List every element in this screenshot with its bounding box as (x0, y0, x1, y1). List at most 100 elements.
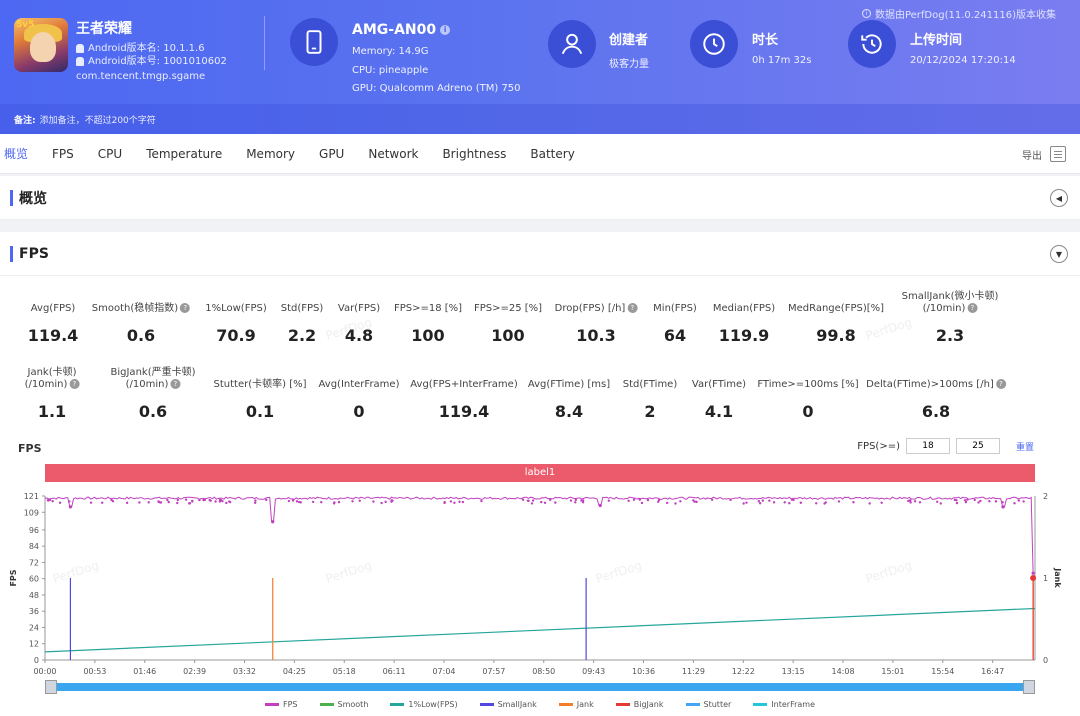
metric-label-text: MedRange(FPS)[%] (787, 303, 885, 314)
info-icon: i (861, 9, 871, 18)
legend-item[interactable]: Jank (558, 697, 594, 711)
tab-battery[interactable]: Battery (530, 146, 575, 161)
tab-gpu[interactable]: GPU (319, 146, 345, 161)
tab-network[interactable]: Network (368, 146, 419, 161)
fps-point (51, 500, 54, 503)
fps-point (358, 499, 361, 502)
legend-label: FPS (283, 699, 298, 709)
metric-value: 99.8 (816, 326, 856, 345)
range-handle-left[interactable] (45, 680, 57, 694)
legend-item[interactable]: 1%Low(FPS) (390, 697, 458, 711)
fps-point (1022, 500, 1025, 503)
time-range-scrollbar[interactable] (45, 683, 1035, 691)
duration-title: 时长 (752, 33, 779, 48)
help-icon[interactable]: ? (69, 379, 80, 389)
fps-dip-point (68, 505, 73, 509)
y2-tick-label: 2 (1043, 492, 1048, 501)
metric-metrics_row1-4: Var(FPS) 4.8 (338, 303, 380, 345)
x-tick-label: 02:39 (183, 667, 206, 676)
collapse-down-icon[interactable]: ▼ (1050, 245, 1068, 263)
series-1pct-low-line (44, 607, 1036, 653)
metric-label: Smooth(稳帧指数)? (92, 303, 191, 315)
fps-point (295, 500, 299, 503)
y-tick-label: 109 (24, 508, 39, 517)
fps-point (581, 501, 585, 504)
x-tick-label: 13:15 (782, 667, 805, 676)
source-note-text: 数据由PerfDog(11.0.241116)版本收集 (874, 10, 1056, 21)
legend-item[interactable]: FPS (265, 697, 298, 711)
tab-overview[interactable]: 概览 (4, 146, 29, 161)
creator-value: 极客力量 (609, 59, 649, 70)
threshold-input-2[interactable] (955, 438, 1000, 454)
tab-memory[interactable]: Memory (246, 146, 296, 161)
duration-value: 0h 17m 32s (752, 55, 812, 66)
x-tick-label: 14:08 (831, 667, 854, 676)
metric-label: Min(FPS) (653, 303, 697, 315)
x-tick-label: 01:46 (133, 667, 156, 676)
legend-item[interactable]: InterFrame (753, 697, 815, 711)
fps-point (666, 501, 669, 505)
collapse-left-icon[interactable]: ◀ (1050, 189, 1068, 207)
fps-point (988, 499, 991, 503)
fps-point (638, 498, 641, 501)
x-tick-label: 12:22 (732, 667, 755, 676)
device-info-icon[interactable]: i (440, 25, 451, 35)
legend-item[interactable]: Smooth (319, 697, 368, 711)
tab-fps[interactable]: FPS (52, 146, 74, 161)
section-accent (10, 245, 13, 262)
fps-point (372, 500, 375, 503)
tab-temperature[interactable]: Temperature (146, 146, 223, 161)
fps-point (815, 502, 818, 505)
metric-value: 2 (644, 402, 656, 421)
fps-point (955, 501, 959, 505)
legend-item[interactable]: BigJank (615, 697, 664, 711)
fps-point (973, 498, 976, 502)
threshold-input-1[interactable] (905, 438, 950, 454)
fps-point (783, 501, 786, 504)
fps-point (757, 499, 761, 503)
fps-point (964, 500, 968, 504)
overview-section-header: 概览 ◀ (0, 176, 1080, 220)
metric-value: 119.9 (718, 326, 770, 345)
metric-metrics_row1-6: FPS>=25 [%] 100 (474, 303, 542, 345)
tab-brightness[interactable]: Brightness (442, 146, 507, 161)
help-icon[interactable]: ? (995, 379, 1006, 389)
legend-item[interactable]: Stutter (685, 697, 731, 711)
legend-item[interactable]: SmallJank (479, 697, 537, 711)
label-bar[interactable]: label1 (45, 464, 1035, 482)
remark-input[interactable]: 添加备注，不超过200个字符 (39, 115, 156, 126)
app-meta: Android版本名: 10.1.1.6 Android版本号: 1001010… (76, 42, 227, 68)
device-gpu: GPU: Qualcomm Adreno (TM) 750 (352, 83, 521, 94)
legend-swatch (558, 702, 573, 706)
help-icon[interactable]: ? (170, 379, 181, 389)
fps-point (218, 500, 222, 503)
metric-value: 0 (802, 402, 814, 421)
fps-point (198, 498, 201, 502)
metric-metrics_row2-4: Avg(FPS+InterFrame) 119.4 (410, 379, 518, 421)
help-icon[interactable]: ? (627, 303, 638, 313)
metric-value: 2.3 (935, 326, 965, 345)
y-tick-label: 72 (29, 558, 39, 567)
legend-label: SmallJank (497, 699, 537, 709)
fps-point (184, 498, 188, 501)
device-memory: Memory: 14.9G (352, 46, 429, 57)
metric-label-text: Avg(FPS+InterFrame) (410, 379, 518, 390)
legend-label: BigJank (633, 699, 664, 709)
fps-point (530, 502, 534, 505)
reset-button[interactable]: 重置 (1015, 442, 1034, 453)
legend-swatch (615, 702, 630, 706)
help-icon[interactable]: ? (967, 303, 978, 313)
fps-point (188, 502, 191, 505)
overview-section: 概览 ◀ (0, 176, 1080, 220)
tab-cpu[interactable]: CPU (97, 146, 123, 161)
range-handle-right[interactable] (1023, 680, 1035, 694)
help-icon[interactable]: ? (180, 303, 191, 313)
metric-label-text: Min(FPS) (653, 303, 697, 314)
metric-value: 0 (353, 402, 365, 421)
metric-label: Median(FPS) (713, 303, 775, 315)
metric-label: MedRange(FPS)[%] (788, 303, 884, 315)
fps-point (632, 498, 636, 501)
metric-metrics_row2-6: Std(FTime) 2 (623, 379, 677, 421)
export-button[interactable]: 导出 (1022, 134, 1066, 174)
